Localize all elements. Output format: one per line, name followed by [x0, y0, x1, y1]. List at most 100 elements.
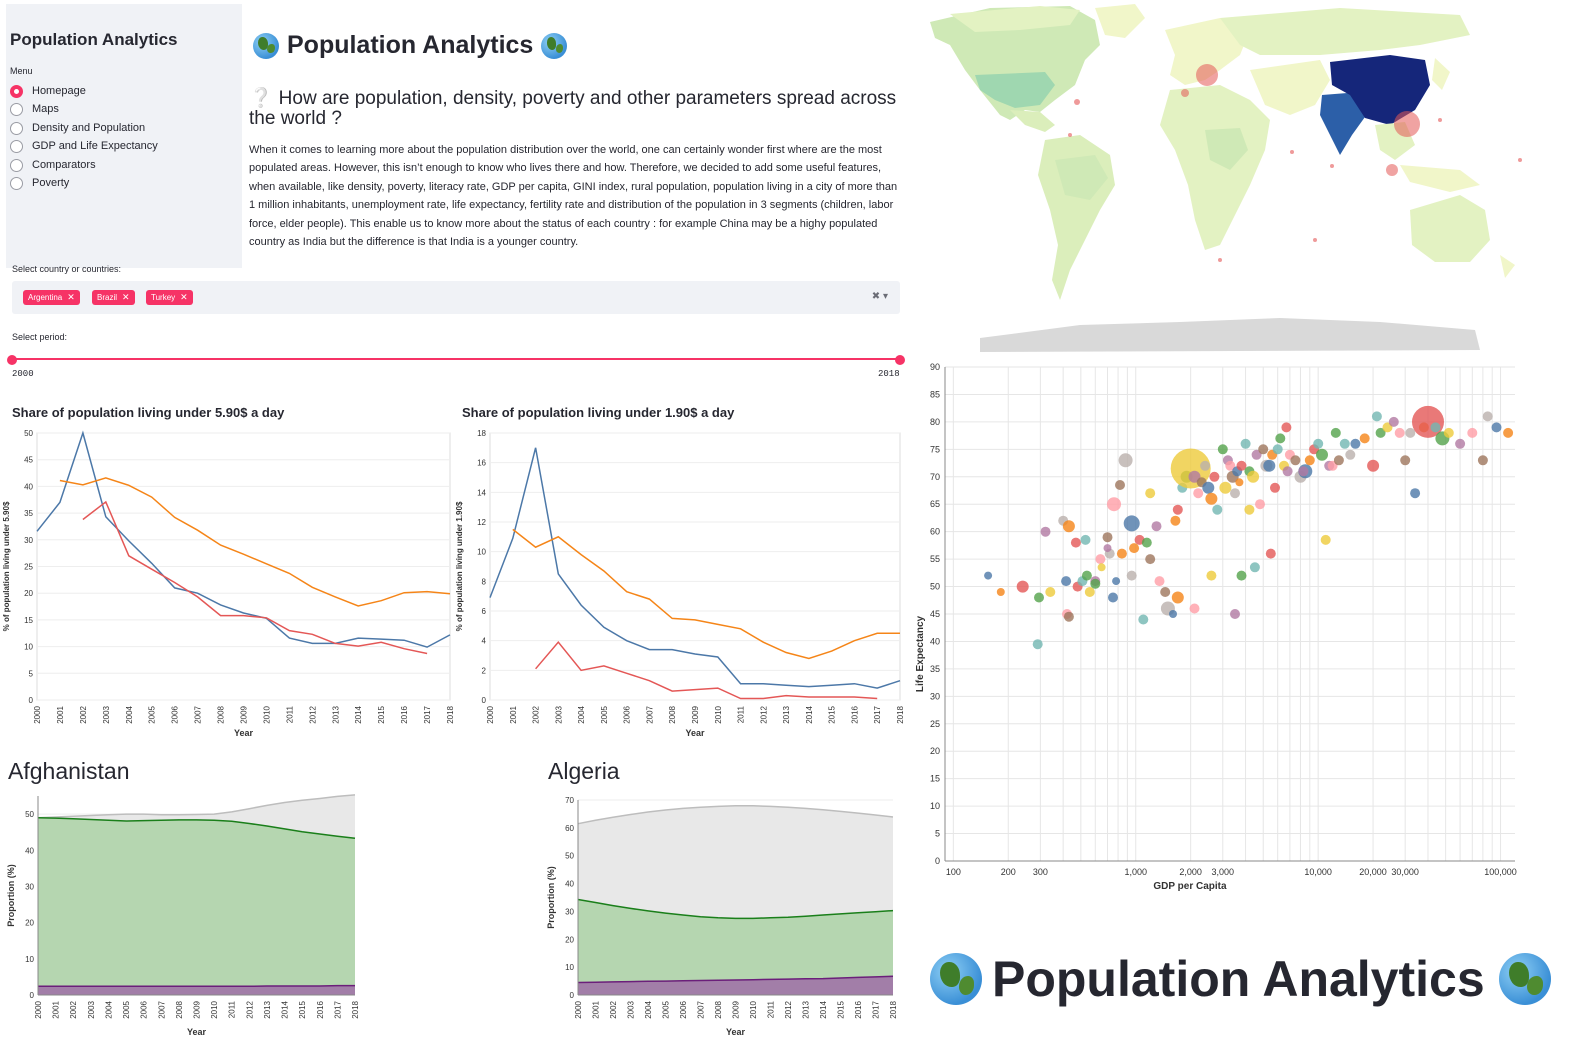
map-bubble[interactable]: [1313, 238, 1317, 242]
scatter-point: [1217, 444, 1228, 455]
globe-icon: [541, 32, 568, 59]
map-africa[interactable]: [1160, 85, 1270, 250]
y-tick-label: 5: [29, 669, 34, 678]
scatter-point: [1189, 603, 1200, 614]
x-tick-label: 2011: [228, 1000, 237, 1018]
menu-item-poverty[interactable]: Poverty: [10, 174, 69, 192]
period-slider-track[interactable]: [12, 358, 900, 360]
series-line-old: [38, 984, 355, 988]
menu-item-homepage[interactable]: Homepage: [10, 82, 86, 100]
x-axis-label: Year: [234, 728, 254, 738]
y-tick-label: 10: [24, 643, 33, 652]
series-line-brazil: [512, 528, 900, 660]
radio-icon[interactable]: [10, 102, 23, 116]
map-europe[interactable]: [1165, 18, 1250, 85]
map-japan[interactable]: [1432, 58, 1450, 90]
radio-icon[interactable]: [10, 139, 23, 153]
y-tick-label: 45: [930, 609, 940, 619]
slider-max-value: 2018: [878, 369, 900, 379]
tag-turkey[interactable]: Turkey ✕: [146, 290, 193, 305]
map-bubble[interactable]: [1518, 158, 1522, 162]
remove-icon[interactable]: ✕: [122, 292, 130, 302]
slider-handle-max[interactable]: [895, 355, 905, 365]
map-usa[interactable]: [975, 72, 1055, 108]
map-india[interactable]: [1320, 92, 1370, 155]
radio-icon[interactable]: [10, 121, 23, 135]
chevron-down-icon[interactable]: ▾: [882, 291, 888, 302]
scatter-point: [1138, 614, 1149, 625]
x-tick-label: 2007: [645, 705, 654, 723]
radio-selected-icon[interactable]: [10, 84, 23, 98]
y-tick-label: 10: [565, 963, 574, 972]
x-tick-label: 2000: [486, 705, 495, 723]
map-bubble[interactable]: [1386, 164, 1398, 176]
x-tick-label: 2008: [217, 705, 226, 723]
remove-icon[interactable]: ✕: [180, 292, 188, 302]
map-bubble[interactable]: [1196, 64, 1218, 86]
x-tick-label: 2008: [714, 1000, 723, 1018]
world-map[interactable]: [920, 0, 1540, 358]
x-tick-label: 2004: [644, 1000, 653, 1018]
map-bubble[interactable]: [1181, 89, 1189, 97]
map-bubble[interactable]: [1290, 150, 1294, 154]
map-indonesia[interactable]: [1400, 165, 1480, 192]
map-north-america[interactable]: [930, 6, 1100, 120]
radio-icon[interactable]: [10, 158, 23, 172]
x-tick-label: 2004: [577, 705, 586, 723]
scatter-point: [1123, 515, 1140, 532]
scatter-point: [1070, 537, 1081, 548]
x-tick-label: 2018: [889, 1000, 898, 1018]
y-tick-label: 30: [565, 907, 574, 916]
scatter-point: [1240, 438, 1251, 449]
map-bubble[interactable]: [1074, 99, 1080, 105]
map-bubble[interactable]: [1218, 258, 1222, 262]
map-middle-east[interactable]: [1250, 60, 1330, 115]
tag-argentina[interactable]: Argentina ✕: [23, 290, 80, 305]
menu-item-gdp[interactable]: GDP and Life Expectancy: [10, 137, 158, 155]
map-new-zealand[interactable]: [1500, 255, 1515, 278]
menu-item-maps[interactable]: Maps: [10, 100, 59, 118]
slider-min-value: 2000: [12, 369, 34, 379]
scatter-point: [1249, 562, 1260, 573]
map-russia[interactable]: [1220, 8, 1470, 55]
map-canada[interactable]: [950, 6, 1080, 32]
map-mexico[interactable]: [1010, 110, 1055, 132]
scatter-point: [1230, 488, 1240, 499]
poverty-590-chart: 0 5 10 15 20 25 30 35 40 45 50 2000 2001 2002 2003 2004…: [2, 429, 455, 738]
map-bubble[interactable]: [1394, 111, 1420, 137]
clear-icon[interactable]: ✖: [871, 291, 881, 302]
remove-icon[interactable]: ✕: [67, 292, 75, 302]
series-line-brazil: [59, 477, 451, 607]
y-tick-label: 0: [29, 696, 34, 705]
radio-icon[interactable]: [10, 176, 23, 190]
tag-brazil[interactable]: Brazil ✕: [92, 290, 135, 305]
map-brazil[interactable]: [1055, 155, 1108, 200]
scatter-point: [1281, 422, 1292, 433]
map-australia[interactable]: [1410, 195, 1490, 262]
scatter-point: [1330, 427, 1341, 438]
series-line-young: [37, 816, 356, 840]
x-tick-label: 2015: [298, 1000, 307, 1018]
y-axis-label: Proportion (%): [6, 864, 16, 927]
area-old: [578, 976, 893, 995]
slider-handle-min[interactable]: [7, 355, 17, 365]
country-multiselect[interactable]: Argentina ✕ Brazil ✕ Turkey ✕ ✖ ▾: [12, 281, 900, 314]
algeria-area-chart: 0 10 20 30 40 50 60 70 2000 2001 2002 2003 2004 2005 2…: [546, 796, 898, 1037]
map-china[interactable]: [1330, 55, 1430, 125]
map-bubble[interactable]: [1330, 164, 1334, 168]
scatter-point: [1272, 444, 1283, 455]
map-antarctica[interactable]: [980, 318, 1480, 352]
menu-item-comparators[interactable]: Comparators: [10, 156, 96, 174]
y-tick-label: 0: [30, 991, 35, 1000]
map-greenland[interactable]: [1095, 4, 1145, 38]
map-bubble[interactable]: [1068, 133, 1072, 137]
y-axis-label: % of population living under 5.90$: [2, 501, 11, 631]
y-tick-label: 30: [25, 882, 34, 891]
menu-label: Menu: [10, 66, 33, 76]
x-tick-label: 2017: [872, 1000, 881, 1018]
y-tick-label: 5: [935, 829, 940, 839]
menu-item-density[interactable]: Density and Population: [10, 119, 145, 137]
map-bubble[interactable]: [1438, 118, 1442, 122]
map-central-africa[interactable]: [1205, 128, 1248, 170]
x-tick-label: 100,000: [1484, 867, 1517, 877]
